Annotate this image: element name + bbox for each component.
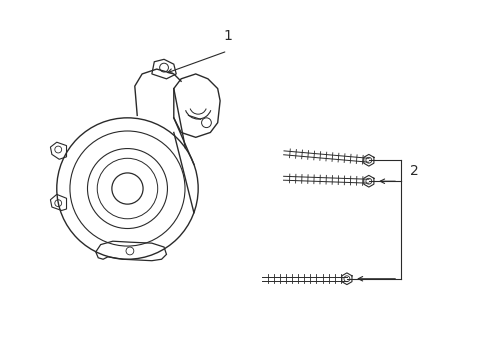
Polygon shape	[363, 175, 373, 187]
Text: 2: 2	[409, 164, 418, 178]
Text: 1: 1	[223, 29, 231, 43]
Circle shape	[112, 173, 143, 204]
Polygon shape	[341, 273, 351, 285]
Polygon shape	[363, 154, 373, 166]
